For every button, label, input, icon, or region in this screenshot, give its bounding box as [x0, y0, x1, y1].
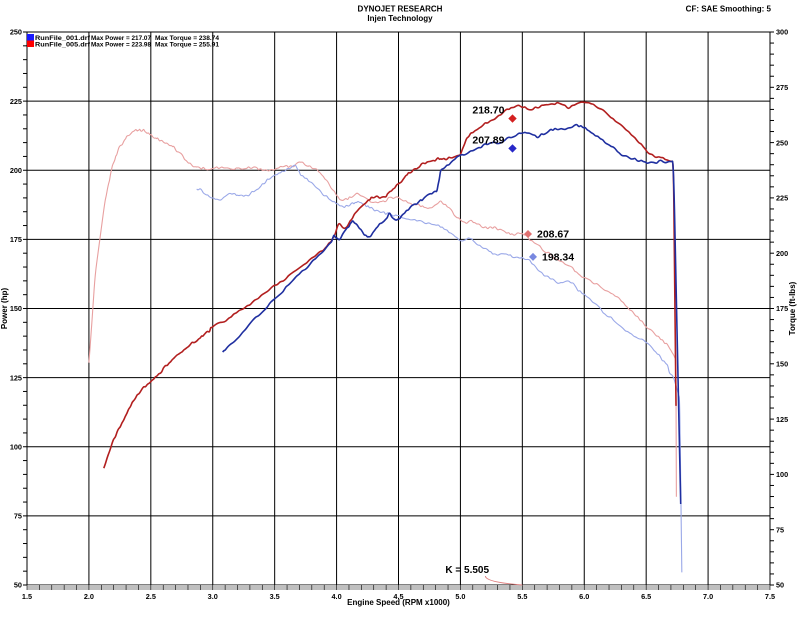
svg-text:Max Torque = 255.91: Max Torque = 255.91	[155, 42, 219, 49]
svg-text:125: 125	[10, 373, 22, 382]
svg-text:150: 150	[10, 304, 22, 313]
svg-text:Torque (ft-lbs): Torque (ft-lbs)	[788, 281, 797, 335]
svg-text:K = 5.505: K = 5.505	[445, 565, 489, 576]
svg-text:100: 100	[10, 442, 22, 451]
svg-text:7.0: 7.0	[703, 592, 713, 601]
svg-text:175: 175	[10, 235, 22, 244]
svg-text:275: 275	[776, 83, 788, 92]
svg-text:100: 100	[776, 470, 788, 479]
svg-text:225: 225	[776, 194, 788, 203]
svg-text:3.0: 3.0	[208, 592, 218, 601]
svg-text:6.5: 6.5	[641, 592, 651, 601]
svg-text:2.5: 2.5	[146, 592, 156, 601]
svg-text:3.5: 3.5	[270, 592, 280, 601]
svg-text:50: 50	[776, 581, 784, 590]
svg-text:175: 175	[776, 304, 788, 313]
svg-text:200: 200	[10, 166, 22, 175]
svg-text:5.0: 5.0	[455, 592, 465, 601]
svg-text:250: 250	[10, 28, 22, 37]
svg-text:5.5: 5.5	[517, 592, 527, 601]
svg-text:250: 250	[776, 138, 788, 147]
svg-text:RunFile_005.drf: RunFile_005.drf	[35, 42, 91, 49]
svg-text:7.5: 7.5	[765, 592, 775, 601]
svg-text:Injen Technology: Injen Technology	[367, 14, 433, 23]
svg-text:200: 200	[776, 249, 788, 258]
svg-text:1.5: 1.5	[22, 592, 32, 601]
svg-text:Engine Speed (RPM x1000): Engine Speed (RPM x1000)	[347, 598, 450, 607]
svg-text:50: 50	[14, 581, 22, 590]
svg-text:207.89: 207.89	[472, 134, 504, 146]
svg-text:225: 225	[10, 97, 22, 106]
svg-text:300: 300	[776, 28, 788, 37]
svg-text:2.0: 2.0	[84, 592, 94, 601]
svg-text:DYNOJET RESEARCH: DYNOJET RESEARCH	[358, 5, 443, 14]
svg-text:75: 75	[14, 512, 22, 521]
svg-text:75: 75	[776, 525, 784, 534]
svg-text:218.70: 218.70	[472, 105, 504, 117]
svg-text:125: 125	[776, 415, 788, 424]
svg-text:198.34: 198.34	[542, 251, 574, 263]
svg-text:150: 150	[776, 360, 788, 369]
svg-text:208.67: 208.67	[537, 229, 569, 241]
svg-text:4.0: 4.0	[332, 592, 342, 601]
svg-text:CF: SAE Smoothing: 5: CF: SAE Smoothing: 5	[686, 5, 772, 14]
svg-text:Max Power = 223.98: Max Power = 223.98	[91, 42, 151, 49]
svg-text:6.0: 6.0	[579, 592, 589, 601]
svg-text:Power (hp): Power (hp)	[0, 288, 9, 330]
